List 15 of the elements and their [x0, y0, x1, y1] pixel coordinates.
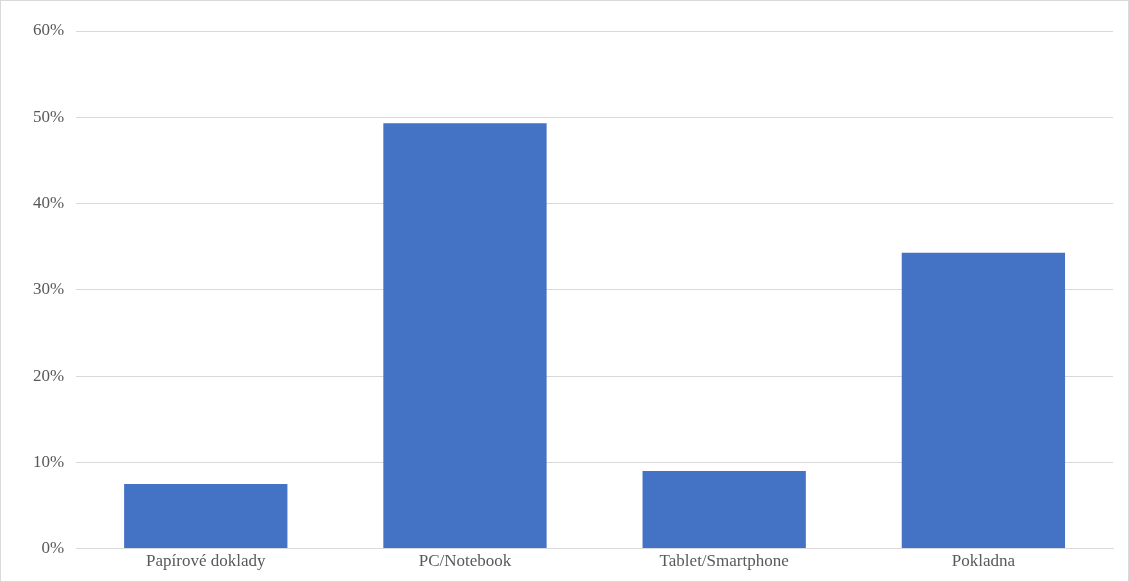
y-tick-label: 20% [32, 365, 65, 385]
y-tick-label: 30% [32, 279, 65, 299]
x-tick-label: Tablet/Smartphone [659, 551, 789, 571]
bar [901, 252, 1066, 549]
y-tick-label: 60% [32, 20, 65, 40]
y-tick-label: 0% [41, 538, 65, 558]
y-tick-label: 10% [32, 451, 65, 471]
x-tick-label: Papírové doklady [146, 551, 266, 571]
y-tick-label: 40% [32, 193, 65, 212]
bar [124, 483, 288, 549]
bar [383, 123, 547, 549]
y-tick-label: 50% [32, 106, 65, 126]
x-tick-label: PC/Notebook [418, 551, 512, 571]
bar [642, 470, 806, 549]
x-tick-label: Pokladna [951, 551, 1016, 571]
